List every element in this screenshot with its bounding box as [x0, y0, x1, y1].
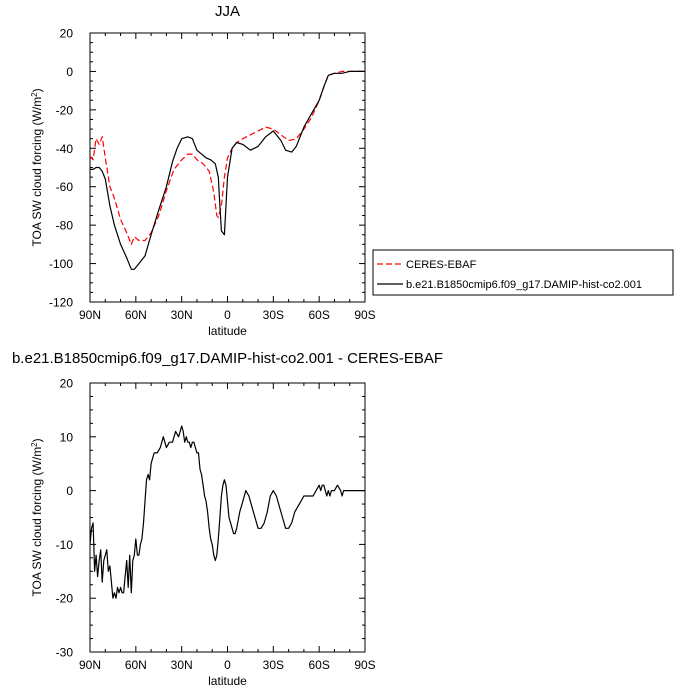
chart-panel-1: JJA -120 -100 -80 -60 -40 -20 0 20 90N 60N 30N 0 30S 6… — [30, 3, 674, 338]
y-tick-label: 20 — [60, 377, 74, 391]
plot-frame — [89, 382, 366, 653]
x-tick-label: 30N — [171, 308, 193, 322]
x-axis-label: latitude — [208, 674, 247, 688]
series-line-2 — [90, 70, 365, 270]
chart-panel-2: b.e21.B1850cmip6.f09_g17.DAMIP-hist-co2.… — [12, 350, 443, 688]
y-tick-label: -30 — [56, 646, 74, 660]
x-tick-label: 30S — [263, 658, 284, 672]
x-tick-label: 90S — [354, 658, 375, 672]
y-tick-label: -80 — [56, 219, 74, 233]
legend-label-2: b.e21.B1850cmip6.f09_g17.DAMIP-hist-co2.… — [406, 279, 642, 291]
x-tick-label: 90S — [354, 308, 375, 322]
y-tick-label: 10 — [60, 430, 74, 444]
chart-title: JJA — [215, 3, 240, 20]
plot-frame — [89, 32, 366, 303]
y-tick-label: -100 — [49, 257, 73, 271]
chart-title: b.e21.B1850cmip6.f09_g17.DAMIP-hist-co2.… — [12, 350, 443, 367]
x-tick-label: 30S — [263, 308, 284, 322]
y-tick-label: -60 — [56, 180, 74, 194]
y-tick-label: -120 — [49, 296, 73, 310]
y-tick-label: 0 — [66, 65, 73, 79]
x-tick-label: 30N — [171, 658, 193, 672]
x-tick-label: 60S — [308, 308, 329, 322]
y-tick-label: -20 — [56, 103, 74, 117]
legend-label-1: CERES-EBAF — [406, 259, 477, 271]
y-axis-label: TOA SW cloud forcing (W/m2) — [30, 438, 45, 596]
x-tick-label: 60N — [125, 308, 147, 322]
legend: CERES-EBAF b.e21.B1850cmip6.f09_g17.DAMIP… — [372, 249, 674, 296]
series-line-1 — [90, 70, 365, 245]
y-tick-label: -20 — [56, 592, 74, 606]
x-tick-label: 90N — [79, 658, 101, 672]
x-tick-label: 90N — [79, 308, 101, 322]
x-tick-label: 0 — [224, 658, 231, 672]
x-axis-label: latitude — [208, 324, 247, 338]
y-tick-label: 0 — [66, 484, 73, 498]
x-tick-label: 60S — [308, 658, 329, 672]
x-tick-label: 60N — [125, 658, 147, 672]
y-tick-label: -40 — [56, 142, 74, 156]
y-tick-label: 20 — [60, 27, 74, 41]
y-tick-label: -10 — [56, 538, 74, 552]
y-axis-label: TOA SW cloud forcing (W/m2) — [30, 88, 45, 246]
legend-box — [372, 249, 674, 296]
series-line-1 — [90, 425, 365, 599]
x-tick-label: 0 — [224, 308, 231, 322]
